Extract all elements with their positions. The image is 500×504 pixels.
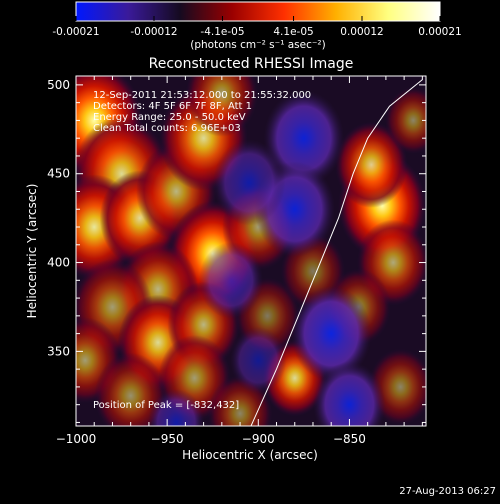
axis-ticks bbox=[75, 76, 426, 426]
y-tick-label: 400 bbox=[47, 256, 70, 270]
negative-blob bbox=[198, 242, 264, 319]
chart-title: Reconstructed RHESSI Image bbox=[149, 56, 354, 72]
x-tick-label: −850 bbox=[333, 432, 366, 446]
info-line-energy: Energy Range: 25.0 - 50.0 keV bbox=[93, 112, 246, 123]
negative-blob bbox=[213, 139, 286, 226]
negative-blob bbox=[148, 388, 205, 426]
y-tick-label: 450 bbox=[47, 167, 70, 181]
colorbar-tick-label: 0.00021 bbox=[418, 26, 461, 38]
footer-timestamp: 27-Aug-2013 06:27 bbox=[399, 486, 496, 497]
peak-position-label: Position of Peak = [-832,432] bbox=[93, 400, 239, 411]
info-text-block: 12-Sep-2011 21:53:12.000 to 21:55:32.000… bbox=[93, 90, 311, 134]
info-line-time: 12-Sep-2011 21:53:12.000 to 21:55:32.000 bbox=[93, 90, 311, 101]
heatmap-image bbox=[76, 76, 426, 426]
negative-blob bbox=[230, 326, 287, 394]
colorbar-tick-label: -0.00021 bbox=[52, 26, 99, 38]
colorbar-ticks bbox=[75, 16, 441, 21]
negative-blob bbox=[291, 285, 372, 382]
info-line-detectors: Detectors: 4F 5F 6F 7F 8F, Att 1 bbox=[93, 101, 252, 112]
colorbar-tick-label: 0.00012 bbox=[340, 26, 383, 38]
emission-blob bbox=[385, 86, 426, 154]
solar-limb-line bbox=[250, 79, 423, 426]
y-tick-label: 500 bbox=[47, 78, 70, 92]
y-tick-labels: 350 400 450 500 bbox=[47, 78, 70, 358]
emission-blob bbox=[185, 76, 258, 137]
colorbar-tick-labels: -0.00021 -0.00012 -4.1e-05 4.1e-05 0.00012 0.… bbox=[52, 26, 461, 38]
x-tick-label: −1000 bbox=[56, 432, 97, 446]
x-tick-labels: −1000 −950 −900 −850 bbox=[56, 432, 366, 446]
negative-blob bbox=[263, 90, 345, 187]
x-tick-label: −950 bbox=[151, 432, 184, 446]
colorbar-tick-label: 4.1e-05 bbox=[273, 26, 313, 38]
colorbar-tick-label: -0.00012 bbox=[130, 26, 177, 38]
y-axis-label: Heliocentric Y (arcsec) bbox=[25, 184, 39, 319]
x-axis-label: Heliocentric X (arcsec) bbox=[182, 448, 318, 462]
plot-frame bbox=[75, 75, 427, 427]
emission-blob bbox=[94, 352, 167, 426]
y-tick-label: 350 bbox=[47, 344, 70, 358]
emission-blob bbox=[335, 121, 408, 208]
x-tick-label: −900 bbox=[242, 432, 275, 446]
colorbar bbox=[75, 1, 441, 22]
colorbar-tick-label: -4.1e-05 bbox=[200, 26, 244, 38]
colorbar-units-label: (photons cm⁻² s⁻¹ asec⁻²) bbox=[190, 39, 325, 51]
negative-blob bbox=[313, 361, 386, 426]
info-line-counts: Clean Total counts: 6.96E+03 bbox=[93, 123, 241, 134]
